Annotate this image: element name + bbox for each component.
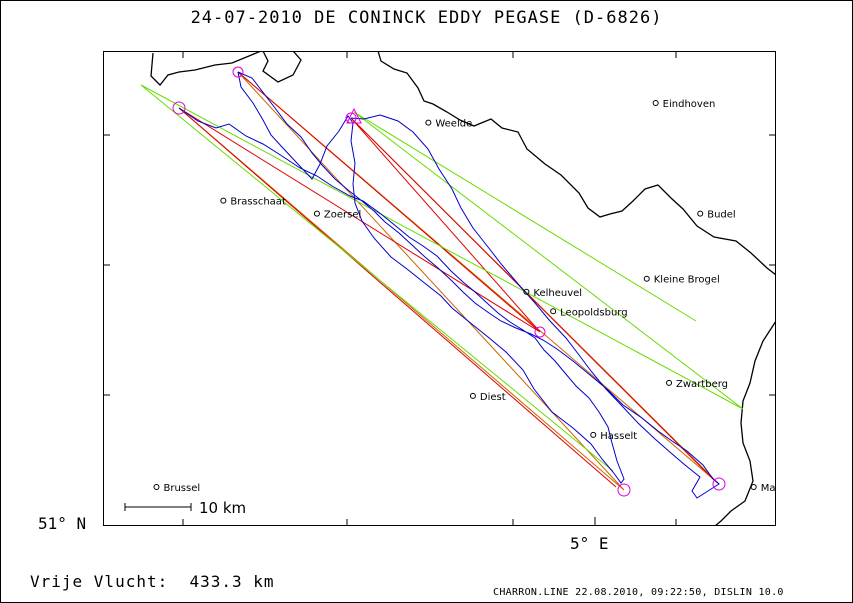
task-lines-orange	[178, 71, 720, 491]
flight-track	[178, 71, 720, 499]
place-label: Brasschaat	[230, 197, 286, 208]
border-line	[150, 50, 777, 527]
place-marker	[643, 275, 650, 282]
place-label: Kleine Brogel	[654, 275, 720, 286]
map-svg: Eindhoven Weelde Brasschaat Zoersel Budel Kel…	[103, 50, 813, 527]
place-marker	[652, 100, 659, 107]
place-marker	[666, 379, 673, 386]
place-marker	[425, 119, 432, 126]
scale-bar	[124, 503, 192, 511]
distance-text: Vrije Vlucht: 433.3 km	[30, 572, 275, 591]
place-label: Weelde	[435, 119, 472, 130]
place-label: Zoersel	[324, 210, 361, 221]
place-label: Maastricht	[761, 483, 776, 494]
place-label: Diest	[480, 392, 506, 403]
map-border	[103, 51, 776, 526]
place-label: Budel	[707, 210, 735, 221]
place-label: Eindhoven	[663, 99, 716, 110]
place-label: Brussel	[163, 483, 200, 494]
place-marker	[523, 288, 530, 295]
sector-lines-green	[140, 84, 744, 472]
place-marker	[469, 392, 476, 399]
place-labels: Eindhoven Weelde Brasschaat Zoersel Budel Kel…	[153, 99, 813, 494]
place-marker	[153, 483, 160, 490]
scale-bar-label: 10 km	[199, 499, 246, 517]
place-marker	[750, 483, 757, 490]
longitude-label: 5° E	[570, 534, 609, 553]
place-label: Zwartberg	[676, 379, 728, 390]
task-lines-red	[178, 71, 714, 488]
turnpoint-circles	[172, 66, 726, 497]
credit-line: CHARRON.LINE 22.08.2010, 09:22:50, DISLI…	[493, 587, 784, 598]
map-title: 24-07-2010 DE CONINCK EDDY PEGASE (D-682…	[190, 8, 663, 28]
latitude-label: 51° N	[38, 514, 87, 533]
place-marker	[220, 197, 227, 204]
place-label: Hasselt	[600, 431, 637, 442]
place-label: Kelheuvel	[533, 288, 582, 299]
map-area: Eindhoven Weelde Brasschaat Zoersel Budel Kel…	[103, 50, 813, 527]
place-marker	[313, 210, 320, 217]
place-marker	[550, 308, 557, 315]
start-triangle	[346, 107, 362, 124]
place-marker	[697, 210, 704, 217]
axis-ticks	[103, 51, 776, 526]
place-marker	[590, 431, 597, 438]
place-label: Leopoldsburg	[560, 307, 627, 318]
